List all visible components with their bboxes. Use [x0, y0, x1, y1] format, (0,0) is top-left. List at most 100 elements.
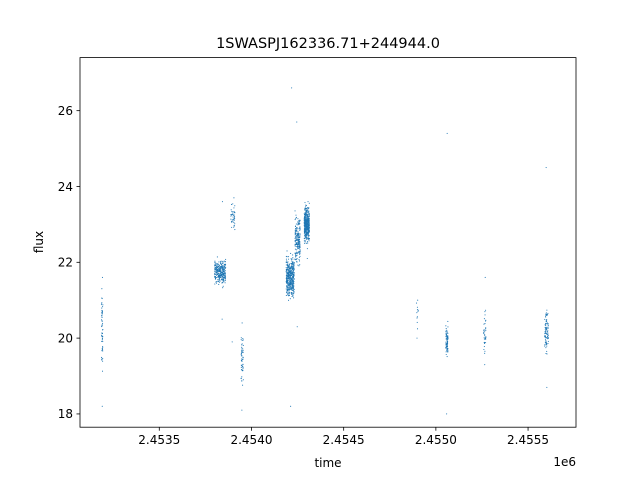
data-point: [231, 219, 233, 221]
data-point: [304, 215, 306, 217]
data-point: [297, 220, 300, 222]
data-point: [223, 262, 225, 264]
data-point: [222, 267, 224, 270]
data-point: [285, 264, 287, 266]
data-point: [214, 283, 216, 285]
data-point: [483, 333, 485, 335]
data-point: [294, 243, 296, 245]
data-point: [305, 216, 307, 218]
data-point: [291, 276, 293, 278]
data-point: [545, 322, 547, 325]
data-point: [545, 325, 547, 327]
data-point: [101, 339, 103, 341]
data-point: [545, 330, 547, 332]
data-point: [286, 269, 288, 271]
data-point: [240, 352, 243, 354]
data-point: [304, 241, 306, 243]
data-point: [547, 336, 549, 339]
data-point: [294, 232, 296, 234]
data-point: [445, 343, 447, 345]
data-point: [305, 236, 307, 238]
data-point: [287, 281, 289, 283]
data-point: [546, 321, 548, 323]
data-point: [240, 349, 243, 351]
data-point: [544, 332, 546, 334]
data-point: [286, 256, 288, 258]
data-point: [308, 211, 310, 213]
data-point: [234, 218, 236, 220]
data-point: [101, 310, 103, 312]
data-point: [546, 386, 548, 388]
data-point: [547, 340, 549, 342]
data-point: [233, 217, 235, 219]
data-point: [296, 237, 298, 239]
data-point: [290, 284, 292, 286]
data-point: [306, 223, 308, 225]
data-point: [287, 275, 289, 278]
data-point: [101, 314, 103, 317]
data-point: [232, 218, 235, 220]
data-point: [546, 336, 549, 338]
data-point: [101, 302, 103, 304]
data-point: [298, 233, 300, 235]
data-point: [218, 264, 220, 266]
data-point: [307, 211, 309, 213]
data-point: [241, 339, 243, 341]
data-point: [214, 268, 216, 270]
data-point: [233, 197, 235, 199]
data-point: [101, 370, 104, 372]
data-point: [234, 223, 236, 225]
data-point: [445, 341, 447, 343]
data-point: [216, 256, 218, 258]
data-point: [544, 331, 546, 333]
data-point: [308, 218, 310, 220]
data-point: [101, 297, 103, 299]
data-point: [290, 274, 292, 277]
data-point: [220, 267, 222, 269]
y-tick-label: 24: [58, 180, 73, 194]
data-point: [307, 214, 309, 216]
data-point: [291, 262, 293, 264]
data-point: [286, 286, 288, 288]
data-point: [294, 219, 296, 221]
data-point: [305, 208, 307, 210]
data-point: [222, 274, 224, 276]
data-point: [544, 338, 546, 340]
data-point: [290, 252, 292, 255]
data-point: [287, 261, 289, 263]
data-point: [292, 281, 294, 283]
data-point: [305, 224, 308, 227]
data-point: [100, 356, 103, 359]
data-point: [291, 87, 293, 89]
data-point: [102, 304, 104, 306]
data-point: [416, 328, 419, 330]
data-point: [295, 230, 297, 232]
data-point: [546, 353, 548, 355]
data-point: [224, 274, 226, 276]
data-point: [290, 272, 292, 274]
data-point: [485, 309, 487, 311]
data-point: [290, 273, 292, 275]
data-point: [546, 328, 548, 330]
data-point: [218, 268, 220, 270]
data-point: [303, 221, 306, 223]
data-point: [289, 287, 291, 289]
data-point: [306, 210, 308, 212]
data-point: [297, 251, 299, 253]
data-point: [299, 248, 301, 250]
data-point: [222, 278, 224, 280]
data-point: [285, 294, 287, 297]
data-point: [219, 280, 221, 282]
data-point: [222, 260, 224, 262]
data-point: [445, 330, 447, 332]
data-point: [214, 263, 216, 265]
data-point: [304, 225, 306, 228]
data-point: [547, 327, 549, 329]
data-point: [242, 379, 244, 381]
data-point: [295, 228, 297, 230]
x-axis-label: time: [314, 456, 341, 470]
data-point: [304, 240, 306, 242]
data-point: [289, 280, 292, 282]
data-point: [215, 282, 218, 284]
